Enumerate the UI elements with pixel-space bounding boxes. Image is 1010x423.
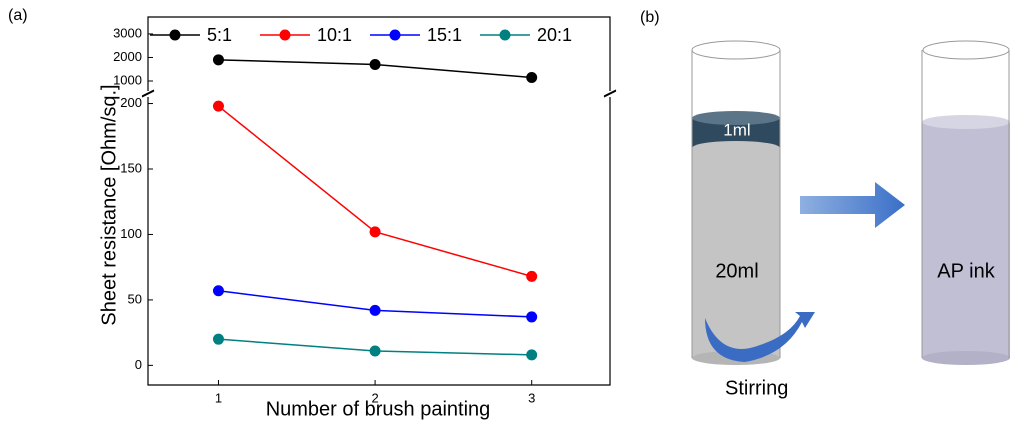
legend-marker bbox=[390, 30, 400, 40]
legend-label: 10:1 bbox=[317, 25, 352, 45]
series-line bbox=[218, 106, 531, 276]
figure: (a) Number of brush painting Sheet resis… bbox=[0, 0, 1010, 423]
axis-break bbox=[604, 90, 616, 97]
layer-label: 20ml bbox=[715, 260, 758, 282]
tube-1 bbox=[692, 41, 780, 365]
data-point bbox=[213, 101, 223, 111]
legend-label: 5:1 bbox=[207, 25, 232, 45]
legend-label: 20:1 bbox=[537, 25, 572, 45]
y-tick-label: 0 bbox=[135, 357, 142, 372]
legend-marker bbox=[170, 30, 180, 40]
data-point bbox=[527, 350, 537, 360]
data-point bbox=[527, 271, 537, 281]
panel-label: (a) bbox=[8, 7, 28, 24]
process-arrow bbox=[800, 182, 905, 228]
data-point bbox=[370, 227, 380, 237]
axis-break bbox=[142, 90, 154, 97]
data-point bbox=[370, 60, 380, 70]
legend-marker bbox=[280, 30, 290, 40]
y-tick-label: 50 bbox=[128, 291, 142, 306]
action-label: Stirring bbox=[725, 377, 788, 399]
y-tick-label: 100 bbox=[120, 226, 142, 241]
y-tick-label: 200 bbox=[120, 95, 142, 110]
data-point bbox=[370, 305, 380, 315]
layer-label: 1ml bbox=[723, 120, 750, 139]
y-tick-label: 1000 bbox=[113, 72, 142, 87]
data-point bbox=[527, 312, 537, 322]
legend-label: 15:1 bbox=[427, 25, 462, 45]
y-tick-label: 2000 bbox=[113, 49, 142, 64]
x-tick-label: 1 bbox=[215, 390, 222, 405]
data-point bbox=[370, 346, 380, 356]
legend-marker bbox=[500, 30, 510, 40]
data-point bbox=[527, 72, 537, 82]
panel-label: (b) bbox=[640, 9, 660, 26]
data-point bbox=[213, 334, 223, 344]
x-tick-label: 3 bbox=[528, 390, 535, 405]
x-tick-label: 2 bbox=[371, 390, 378, 405]
y-tick-label: 150 bbox=[120, 160, 142, 175]
data-point bbox=[213, 55, 223, 65]
data-point bbox=[213, 286, 223, 296]
y-axis-label: Sheet resistance [Ohm/sq.] bbox=[98, 84, 120, 325]
y-tick-label: 3000 bbox=[113, 25, 142, 40]
tube-2 bbox=[922, 41, 1010, 365]
result-label: AP ink bbox=[937, 260, 995, 282]
